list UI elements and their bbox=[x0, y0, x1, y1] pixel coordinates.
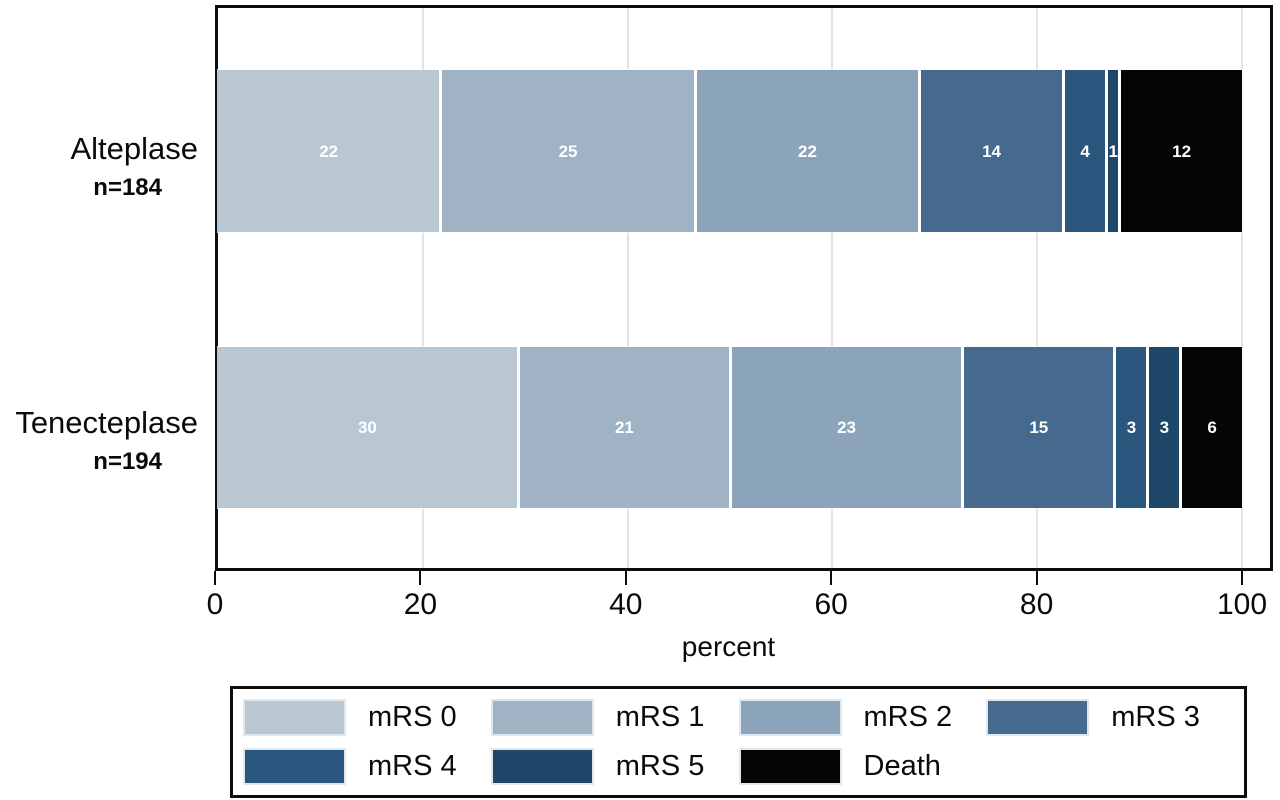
x-tick-label-80: 80 bbox=[1019, 588, 1054, 621]
legend-label: Death bbox=[863, 750, 941, 782]
plot-area: 22 25 22 14 4 1 12 30 21 23 15 3 3 6 bbox=[215, 5, 1273, 571]
gridline-40 bbox=[626, 8, 629, 568]
legend-label: mRS 0 bbox=[368, 701, 457, 733]
x-tick-mark-60 bbox=[830, 571, 833, 585]
y-axis-label-tenecteplase: Tenecteplase n=194 bbox=[0, 405, 206, 475]
bar-segment-death: 6 bbox=[1181, 346, 1243, 509]
x-tick-mark-100 bbox=[1241, 571, 1243, 585]
row-label: Tenecteplase bbox=[15, 405, 198, 440]
segment-value-label: 30 bbox=[357, 418, 377, 437]
x-tick-label-100: 100 bbox=[1216, 588, 1268, 621]
bar-segment-mrs-0: 30 bbox=[217, 346, 518, 509]
bar-segment-mrs-1: 21 bbox=[518, 346, 730, 509]
bar-segment-mrs-5: 3 bbox=[1148, 346, 1181, 509]
bar-segment-mrs-4: 3 bbox=[1115, 346, 1148, 509]
segment-value-label: 22 bbox=[798, 141, 817, 161]
segment-value-label: 21 bbox=[614, 418, 634, 437]
x-tick-label-40: 40 bbox=[609, 588, 643, 621]
segment-value-label: 6 bbox=[1207, 418, 1217, 437]
x-tick-mark-0 bbox=[214, 571, 216, 585]
x-tick-label-20: 20 bbox=[403, 588, 438, 621]
legend-item-death: Death bbox=[738, 748, 987, 785]
segment-value-label: 4 bbox=[1080, 141, 1090, 161]
gridline-60 bbox=[831, 8, 834, 568]
x-tick-mark-20 bbox=[419, 571, 422, 585]
segment-value-label: 3 bbox=[1126, 418, 1137, 437]
legend-swatch bbox=[738, 699, 842, 736]
bar-segment-death: 12 bbox=[1120, 69, 1243, 233]
gridline-100 bbox=[1241, 8, 1243, 568]
row-n-label: n=184 bbox=[93, 173, 162, 201]
legend-item-mrs-2: mRS 2 bbox=[738, 699, 987, 736]
legend-label: mRS 2 bbox=[863, 701, 953, 733]
legend-label: mRS 3 bbox=[1111, 701, 1200, 733]
legend-swatch bbox=[243, 748, 346, 785]
legend-item-mrs-0: mRS 0 bbox=[243, 699, 491, 736]
stacked-bar-tenecteplase: 30 21 23 15 3 3 6 bbox=[217, 346, 1243, 509]
legend-swatch bbox=[490, 748, 594, 785]
segment-value-label: 15 bbox=[1029, 418, 1049, 437]
legend-item-mrs-5: mRS 5 bbox=[490, 748, 739, 785]
bar-segment-mrs-3: 15 bbox=[963, 346, 1115, 509]
legend-label: mRS 4 bbox=[368, 750, 457, 782]
bar-segment-mrs-2: 23 bbox=[730, 346, 963, 509]
legend-swatch bbox=[243, 699, 346, 736]
segment-value-label: 22 bbox=[319, 141, 339, 161]
x-tick-mark-80 bbox=[1035, 571, 1038, 585]
legend-box: mRS 0 mRS 1 mRS 2 mRS 3 mRS 4 mRS 5 Death bbox=[230, 686, 1247, 798]
bar-segment-mrs-4: 4 bbox=[1063, 69, 1107, 233]
x-axis-title: percent bbox=[681, 631, 776, 662]
bar-segment-mrs-3: 14 bbox=[920, 69, 1063, 233]
stacked-bar-alteplase: 22 25 22 14 4 1 12 bbox=[216, 69, 1243, 233]
grid-area: 22 25 22 14 4 1 12 30 21 23 15 3 3 6 bbox=[216, 8, 1243, 568]
row-label: Alteplase bbox=[70, 131, 198, 166]
segment-value-label: 1 bbox=[1108, 141, 1118, 161]
x-tick-label-60: 60 bbox=[814, 588, 848, 621]
gridline-80 bbox=[1036, 8, 1039, 568]
legend-label: mRS 5 bbox=[615, 750, 705, 782]
bar-segment-mrs-1: 25 bbox=[441, 69, 695, 233]
bar-segment-mrs-0: 22 bbox=[216, 69, 441, 233]
legend-item-mrs-4: mRS 4 bbox=[243, 748, 491, 785]
bar-segment-mrs-5: 1 bbox=[1107, 69, 1120, 233]
legend-swatch bbox=[490, 699, 594, 736]
x-tick-label-0: 0 bbox=[206, 588, 224, 621]
segment-value-label: 3 bbox=[1159, 418, 1170, 437]
legend-swatch bbox=[986, 699, 1090, 736]
x-axis: percent 0 20 40 60 80 100 bbox=[207, 571, 1267, 671]
gridline-20 bbox=[421, 8, 424, 568]
legend-swatch bbox=[738, 748, 842, 785]
legend-label: mRS 1 bbox=[615, 701, 705, 733]
x-tick-mark-40 bbox=[624, 571, 627, 585]
segment-value-label: 23 bbox=[837, 418, 856, 437]
row-n-label: n=194 bbox=[93, 447, 162, 475]
segment-value-label: 25 bbox=[558, 141, 578, 161]
segment-value-label: 14 bbox=[982, 141, 1001, 161]
segment-value-label: 12 bbox=[1172, 141, 1192, 161]
legend-item-mrs-3: mRS 3 bbox=[986, 699, 1234, 736]
y-axis-label-alteplase: Alteplase n=184 bbox=[0, 131, 206, 201]
bar-segment-mrs-2: 22 bbox=[695, 69, 920, 233]
legend-item-mrs-1: mRS 1 bbox=[490, 699, 739, 736]
